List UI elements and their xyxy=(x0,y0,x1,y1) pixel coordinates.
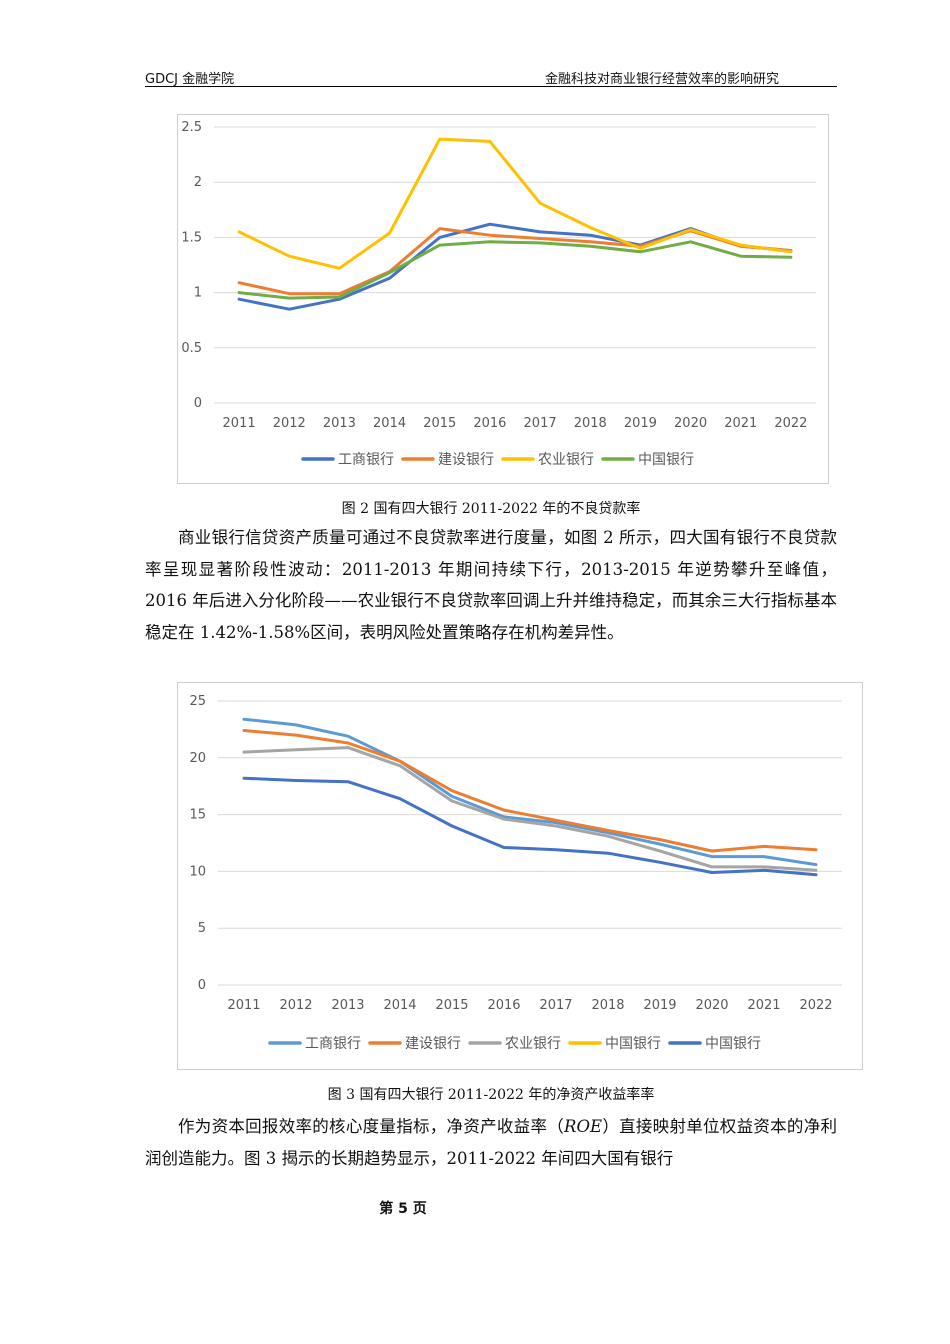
paragraph-1: 商业银行信贷资产质量可通过不良贷款率进行度量，如图 2 所示，四大国有银行不良贷… xyxy=(145,522,837,648)
fig2-y-tick-label: 0.5 xyxy=(181,341,202,356)
fig2-y-tick-label: 1.5 xyxy=(181,230,202,245)
fig2-y-tick-label: 2 xyxy=(194,175,202,190)
fig3-y-tick-label: 20 xyxy=(189,751,206,766)
npl-ratio-chart: 0 0.5 1 1.5 2 2.5 2011 2012 2013 2014 2015 2016 2017… xyxy=(177,114,829,484)
fig2-x-tick-label: 2012 xyxy=(273,416,306,431)
fig2-x-tick-label: 2011 xyxy=(223,416,256,431)
page-header: GDCJ 金融学院 金融科技对商业银行经营效率的影响研究 xyxy=(145,66,837,87)
fig3-legend-label: 建设银行 xyxy=(405,1036,461,1052)
fig2-x-tick-label: 2019 xyxy=(624,416,657,431)
fig3-legend-label: 工商银行 xyxy=(305,1036,361,1052)
fig2-x-tick-label: 2016 xyxy=(473,416,506,431)
fig3-x-tick-label: 2022 xyxy=(799,998,832,1013)
roe-chart: 0 5 10 15 20 25 2011 2012 2013 2014 2015 2016 2017 20… xyxy=(177,682,863,1070)
fig2-x-tick-label: 2015 xyxy=(423,416,456,431)
fig3-x-tick-label: 2018 xyxy=(591,998,624,1013)
fig2-legend-label: 农业银行 xyxy=(538,452,594,468)
fig2-x-tick-label: 2013 xyxy=(323,416,356,431)
fig3-series-line-0 xyxy=(242,717,818,867)
fig2-series-line-3 xyxy=(237,240,793,300)
fig2-x-tick-label: 2014 xyxy=(373,416,406,431)
fig3-y-tick-label: 15 xyxy=(189,808,206,823)
fig3-x-tick-label: 2017 xyxy=(539,998,572,1013)
fig3-y-tick-label: 5 xyxy=(198,921,206,936)
fig3-y-tick-label: 25 xyxy=(189,694,206,709)
figure2-caption: 图 2 国有四大银行 2011-2022 年的不良贷款率 xyxy=(341,501,641,517)
fig2-y-tick-label: 0 xyxy=(194,396,202,411)
fig2-x-tick-label: 2022 xyxy=(774,416,807,431)
fig3-legend-label: 中国银行 xyxy=(605,1036,661,1052)
fig3-series-line-4 xyxy=(242,776,818,877)
paragraph-1-text: 商业银行信贷资产质量可通过不良贷款率进行度量，如图 2 所示，四大国有银行不良贷… xyxy=(145,528,837,642)
fig3-x-tick-label: 2019 xyxy=(643,998,676,1013)
fig3-x-tick-label: 2015 xyxy=(435,998,468,1013)
fig3-y-tick-label: 10 xyxy=(189,864,206,879)
fig2-legend-label: 工商银行 xyxy=(338,452,394,468)
fig3-series-line-2 xyxy=(242,746,818,872)
fig2-x-tick-label: 2020 xyxy=(674,416,707,431)
fig3-y-tick-label: 0 xyxy=(198,978,206,993)
fig2-x-tick-label: 2018 xyxy=(574,416,607,431)
fig3-svg: 0 5 10 15 20 25 2011 2012 2013 2014 2015 2016 2017 20… xyxy=(189,694,842,1052)
paragraph-2-text: 作为资本回报效率的核心度量指标，净资产收益率（ROE）直接映射单位权益资本的净利… xyxy=(145,1111,837,1174)
header-right: 金融科技对商业银行经营效率的影响研究 xyxy=(544,72,779,87)
fig2-x-tick-label: 2021 xyxy=(724,416,757,431)
paragraph-2-part1: 作为资本回报效率的核心度量指标，净资产收益率（ xyxy=(178,1117,565,1136)
fig3-x-tick-label: 2020 xyxy=(695,998,728,1013)
fig3-x-tick-label: 2014 xyxy=(383,998,416,1013)
fig3-x-tick-label: 2016 xyxy=(487,998,520,1013)
fig2-x-tick-label: 2017 xyxy=(524,416,557,431)
fig2-legend-label: 中国银行 xyxy=(638,452,694,468)
roe-term: ROE xyxy=(564,1117,603,1136)
page-footer: 第 5 页 xyxy=(379,1201,427,1217)
fig2-series-line-1 xyxy=(237,227,793,296)
fig2-series-line-2 xyxy=(237,137,793,270)
fig3-x-tick-label: 2011 xyxy=(227,998,260,1013)
fig2-y-tick-label: 1 xyxy=(194,286,202,301)
fig2-legend-label: 建设银行 xyxy=(438,452,494,468)
fig3-x-tick-label: 2021 xyxy=(747,998,780,1013)
paragraph-2: 作为资本回报效率的核心度量指标，净资产收益率（ROE）直接映射单位权益资本的净利… xyxy=(145,1111,837,1174)
fig3-x-tick-label: 2012 xyxy=(279,998,312,1013)
fig2-y-tick-label: 2.5 xyxy=(181,120,202,135)
paragraph-2-part2: ）直接映射单位权益资本的净利润创造能力。图 3 揭示的长期趋势显示，2011-2… xyxy=(145,1117,838,1168)
fig2-svg: 0 0.5 1 1.5 2 2.5 2011 2012 2013 2014 2015 2016 2017… xyxy=(181,120,816,468)
figure3-caption: 图 3 国有四大银行 2011-2022 年的净资产收益率率 xyxy=(327,1087,655,1103)
fig3-x-tick-label: 2013 xyxy=(331,998,364,1013)
fig3-legend-label: 农业银行 xyxy=(505,1036,561,1052)
fig3-legend-label: 中国银行 xyxy=(705,1036,761,1052)
fig3-series-line-1 xyxy=(242,729,818,853)
header-left: GDCJ 金融学院 xyxy=(145,72,235,87)
